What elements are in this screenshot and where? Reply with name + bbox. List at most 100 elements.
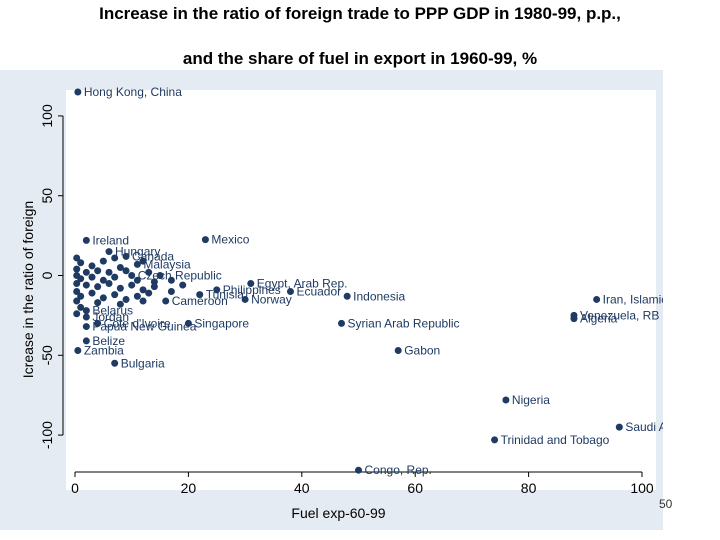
data-label: Hong Kong, China	[84, 85, 182, 99]
x-tick-label: 40	[294, 480, 310, 496]
scatter-chart: -100 -50 0 50 100 0 20 40 60 80 100 Hong Kong, Ch…	[0, 70, 663, 530]
data-point	[73, 297, 81, 305]
y-axis: -100 -50 0 50 100	[39, 104, 64, 449]
data-point	[286, 287, 294, 295]
data-point	[502, 396, 510, 404]
data-point	[82, 323, 90, 331]
data-point	[593, 295, 601, 303]
data-label: Malaysia	[143, 257, 191, 271]
data-label: Singapore	[194, 316, 249, 330]
data-points	[73, 88, 623, 474]
point-labels: Hong Kong, China Mexico IrelandHungaryCana…	[84, 85, 663, 477]
x-tick-label: 20	[181, 480, 197, 496]
data-point	[184, 319, 192, 327]
data-point	[73, 265, 81, 273]
data-point	[111, 254, 119, 262]
data-point	[128, 272, 136, 280]
data-point	[105, 248, 113, 256]
data-point	[570, 315, 578, 323]
x-tick-label: 0	[71, 480, 79, 496]
x-tick-label: 60	[407, 480, 423, 496]
data-point	[88, 289, 96, 297]
data-label: Canada	[132, 249, 174, 263]
data-point	[213, 286, 221, 294]
data-point	[139, 257, 147, 265]
data-label: Cameroon	[172, 294, 228, 308]
y-tick-label: 50	[39, 188, 55, 204]
data-point	[82, 281, 90, 289]
data-point	[122, 252, 130, 260]
data-point	[241, 295, 249, 303]
data-point	[394, 347, 402, 355]
page-number: 50	[659, 497, 673, 511]
data-point	[116, 284, 124, 292]
data-point	[491, 436, 499, 444]
slide-title-line-2: and the share of fuel in export in 1960-…	[182, 49, 538, 68]
data-label: Egypt, Arab Rep.	[257, 276, 348, 290]
data-point	[105, 268, 113, 276]
data-label: Norway	[251, 292, 292, 306]
data-point	[82, 337, 90, 345]
data-point	[99, 257, 107, 265]
data-point	[122, 267, 130, 275]
data-point	[94, 283, 102, 291]
data-point	[145, 268, 153, 276]
data-point	[133, 276, 141, 284]
y-tick-label: -50	[39, 345, 55, 365]
data-point	[73, 254, 81, 262]
data-point	[77, 303, 85, 311]
data-point	[139, 297, 147, 305]
data-point	[337, 319, 345, 327]
data-label: Algeria	[580, 312, 618, 326]
data-point	[77, 292, 85, 300]
data-label: Belarus	[92, 304, 133, 318]
data-label: Congo, Rep.	[365, 463, 432, 477]
data-point	[150, 278, 158, 286]
data-point	[82, 313, 90, 321]
data-label: Tunisia	[206, 288, 245, 302]
data-label: Cote d'Ivoire	[104, 316, 171, 330]
data-label: Trinidad and Tobago	[501, 433, 610, 447]
data-point	[133, 260, 141, 268]
data-point	[201, 236, 209, 244]
data-point	[145, 289, 153, 297]
data-point	[128, 281, 136, 289]
y-axis-title: Icrease in the ratio of foreign	[20, 201, 36, 378]
data-label: Hungary	[115, 245, 160, 259]
data-point	[88, 273, 96, 281]
data-label: Gabon	[404, 344, 440, 358]
data-point	[77, 259, 85, 267]
data-label: Belize	[92, 334, 125, 348]
data-label: Ireland	[92, 233, 129, 247]
data-point	[74, 88, 82, 96]
data-label: Czech Republic	[138, 269, 222, 283]
data-point	[73, 287, 81, 295]
data-point	[615, 423, 623, 431]
data-label: Papua New Guinea	[92, 320, 196, 334]
data-label: Nigeria	[512, 393, 550, 407]
y-tick-label: 0	[39, 271, 55, 279]
data-point	[111, 291, 119, 299]
y-tick-label: 100	[39, 104, 55, 128]
data-label: Mexico	[211, 233, 249, 247]
data-point	[94, 267, 102, 275]
data-label: Philippines	[223, 283, 281, 297]
y-tick-label: -100	[39, 421, 55, 449]
data-label: Saudi Arabia	[625, 420, 663, 434]
data-label: Venezuela, RB	[580, 308, 659, 322]
slide-title-line-1: Increase in the ratio of foreign trade t…	[99, 4, 621, 23]
data-point	[88, 262, 96, 270]
data-label: Ecuador	[296, 284, 341, 298]
data-point	[122, 295, 130, 303]
data-point	[94, 299, 102, 307]
data-point	[82, 236, 90, 244]
x-tick-label: 80	[521, 480, 537, 496]
data-point	[167, 276, 175, 284]
data-point	[150, 283, 158, 291]
data-label: Syrian Arab Republic	[347, 316, 459, 330]
data-point	[179, 281, 187, 289]
data-point	[139, 286, 147, 294]
data-point	[73, 279, 81, 287]
data-point	[116, 300, 124, 308]
data-point	[355, 466, 362, 474]
